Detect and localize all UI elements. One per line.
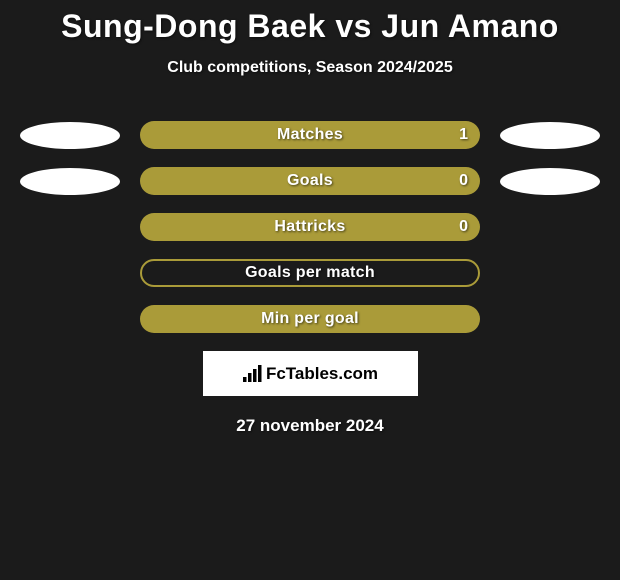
stat-label: Goals <box>287 172 333 190</box>
page-title: Sung-Dong Baek vs Jun Amano <box>0 8 620 45</box>
logo-text: FcTables.com <box>266 364 378 384</box>
stat-row-goals-per-match: Goals per match <box>0 259 620 287</box>
bar-chart-icon <box>242 365 262 383</box>
stat-rows: Matches 1 Goals 0 Hattricks 0 Goals <box>0 121 620 333</box>
stat-value: 0 <box>459 218 468 236</box>
stat-value: 1 <box>459 126 468 144</box>
season-subtitle: Club competitions, Season 2024/2025 <box>0 59 620 77</box>
player-right-marker <box>500 168 600 195</box>
stat-row-min-per-goal: Min per goal <box>0 305 620 333</box>
stat-row-goals: Goals 0 <box>0 167 620 195</box>
stat-label: Goals per match <box>245 264 375 282</box>
stat-label: Matches <box>277 126 343 144</box>
stat-bar-matches: Matches 1 <box>140 121 480 149</box>
date-label: 27 november 2024 <box>0 416 620 436</box>
stat-label: Hattricks <box>274 218 345 236</box>
stat-bar-hattricks: Hattricks 0 <box>140 213 480 241</box>
player-left-marker <box>20 168 120 195</box>
player-left-marker <box>20 122 120 149</box>
stat-value: 0 <box>459 172 468 190</box>
fctables-logo[interactable]: FcTables.com <box>203 351 418 396</box>
stat-row-hattricks: Hattricks 0 <box>0 213 620 241</box>
stat-bar-goals: Goals 0 <box>140 167 480 195</box>
player-right-marker <box>500 122 600 149</box>
stat-bar-min-per-goal: Min per goal <box>140 305 480 333</box>
comparison-container: Sung-Dong Baek vs Jun Amano Club competi… <box>0 0 620 436</box>
stat-row-matches: Matches 1 <box>0 121 620 149</box>
stat-label: Min per goal <box>261 310 359 328</box>
stat-bar-goals-per-match: Goals per match <box>140 259 480 287</box>
